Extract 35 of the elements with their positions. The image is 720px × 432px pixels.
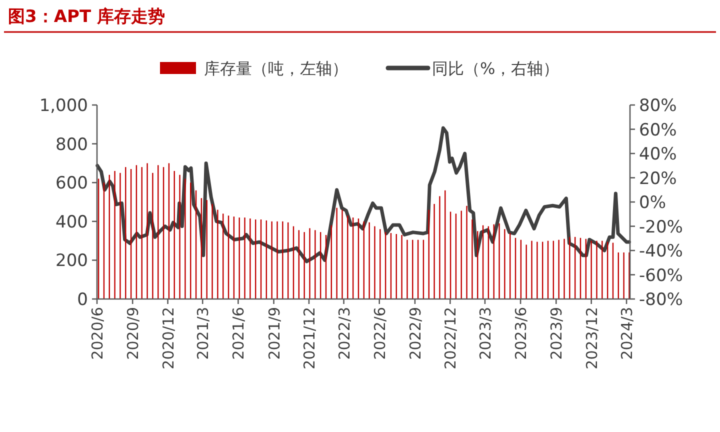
x-tick-label: 2021/6 bbox=[230, 307, 248, 360]
x-tick-label: 2021/9 bbox=[265, 307, 284, 360]
y-tick-label: 400 bbox=[56, 212, 88, 232]
x-tick-label: 2022/9 bbox=[406, 307, 424, 360]
y-tick-label: 800 bbox=[56, 134, 88, 155]
y-tick-label: 200 bbox=[56, 251, 88, 272]
y2-tick-label: -20% bbox=[639, 217, 683, 238]
x-tick-label: 2023/3 bbox=[476, 307, 494, 360]
y2-tick-label: 60% bbox=[639, 120, 677, 140]
line-series bbox=[96, 126, 631, 264]
x-tick-label: 2023/9 bbox=[548, 307, 566, 360]
x-tick-label: 2022/12 bbox=[442, 307, 460, 370]
y2-tick-label: -80% bbox=[639, 290, 683, 310]
y-tick-label: 600 bbox=[56, 174, 88, 194]
y2-tick-label: 40% bbox=[639, 144, 677, 164]
x-tick-label: 2022/6 bbox=[370, 307, 389, 360]
x-tick-label: 2021/12 bbox=[300, 307, 318, 370]
y2-tick-label: 20% bbox=[639, 168, 677, 189]
y2-tick-label: 80% bbox=[639, 96, 677, 116]
y2-tick-label: -60% bbox=[639, 266, 683, 286]
y-tick-label: 0 bbox=[77, 290, 88, 310]
chart-title: 图3：APT 库存走势 bbox=[8, 7, 165, 27]
x-tick-label: 2022/3 bbox=[335, 307, 354, 360]
y-tick-label: 1,000 bbox=[39, 96, 88, 116]
x-tick-label: 2020/6 bbox=[88, 307, 106, 360]
x-tick-label: 2024/3 bbox=[618, 307, 636, 360]
x-tick-label: 2021/3 bbox=[194, 307, 212, 360]
legend-label: 库存量（吨，左轴） bbox=[204, 59, 348, 78]
legend-label: 同比（%，右轴） bbox=[432, 59, 560, 78]
y2-tick-label: 0% bbox=[639, 193, 666, 213]
x-tick-label: 2020/12 bbox=[159, 307, 178, 370]
x-tick-label: 2023/12 bbox=[582, 307, 601, 370]
y2-tick-label: -40% bbox=[639, 242, 683, 262]
x-tick-label: 2020/9 bbox=[124, 307, 142, 360]
x-tick-label: 2023/6 bbox=[512, 307, 530, 360]
